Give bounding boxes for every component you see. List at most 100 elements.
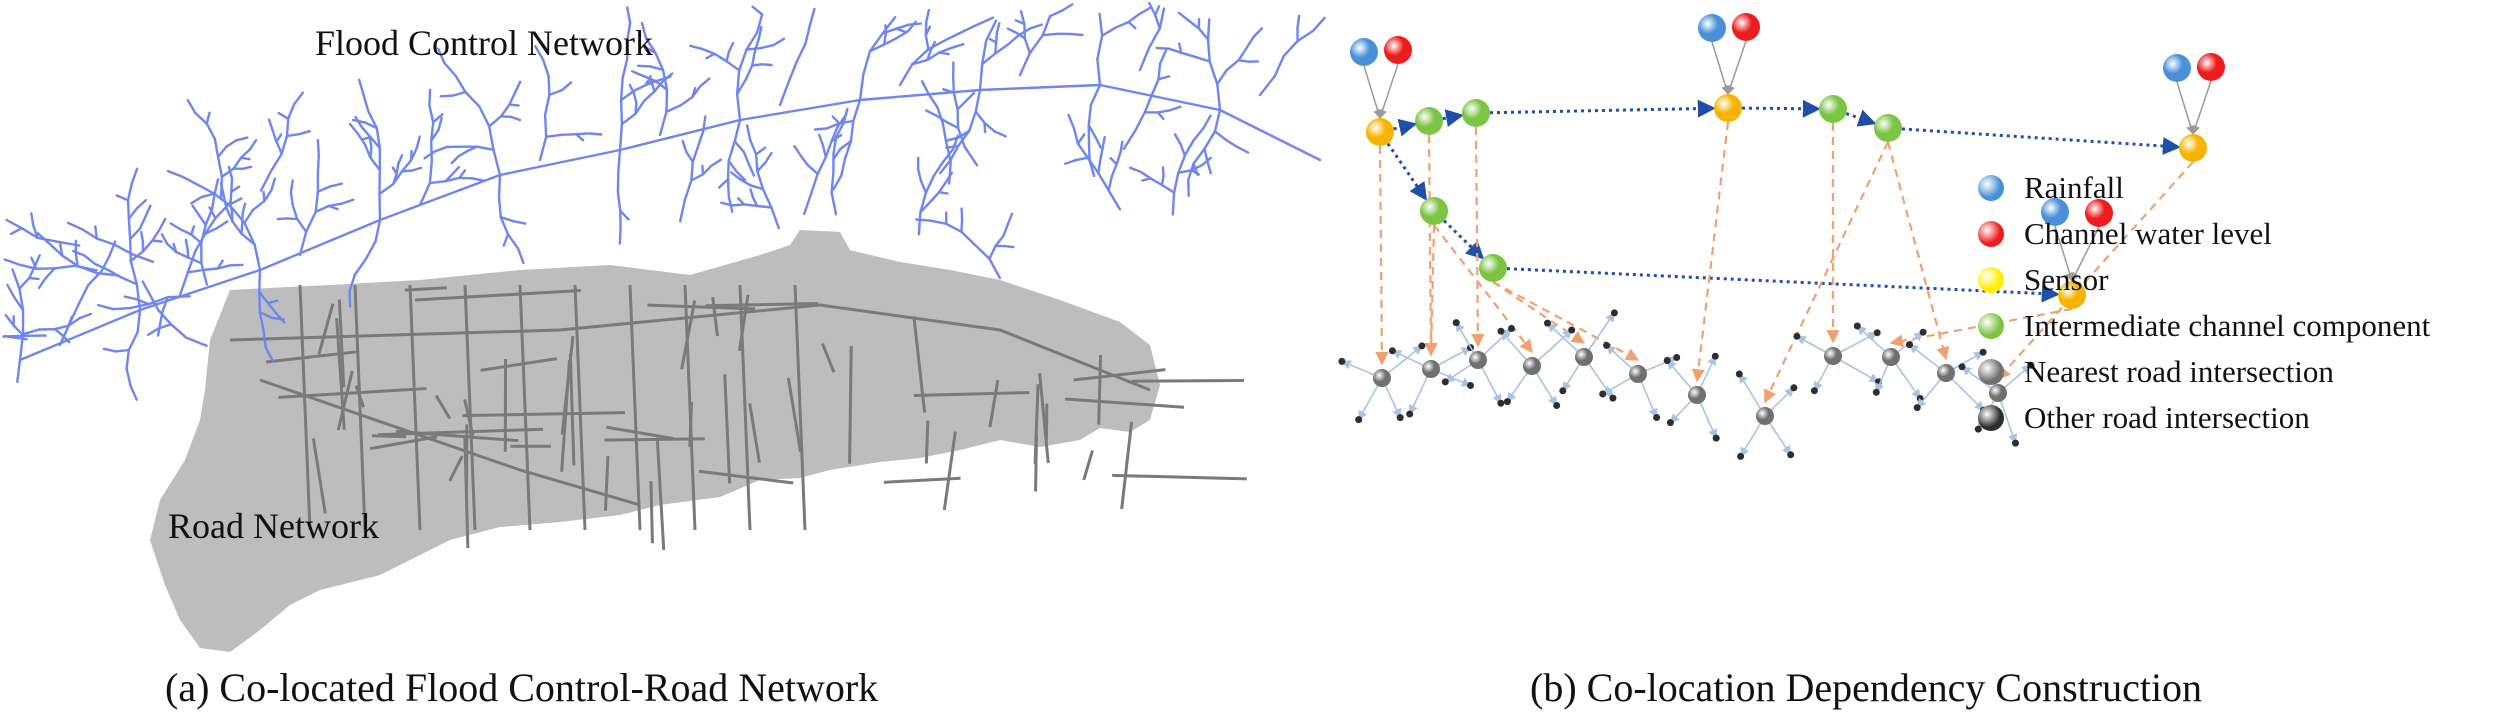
river-segment	[44, 267, 56, 280]
river-segment	[1218, 108, 1322, 162]
river-segment	[222, 194, 228, 210]
river-segment	[654, 79, 669, 92]
legend-label: Sensor	[2024, 262, 2109, 297]
river-segment	[1109, 156, 1118, 166]
road-segment	[448, 455, 464, 482]
river-segment	[428, 104, 435, 124]
river-segment	[444, 172, 454, 183]
river-segment	[634, 99, 646, 116]
river-segment	[225, 139, 238, 149]
other-intersection-node	[1853, 322, 1861, 330]
river-segment	[960, 218, 964, 234]
river-segment	[868, 32, 884, 53]
river-segment	[756, 161, 767, 173]
river-segment	[125, 367, 132, 387]
river-segment	[1213, 130, 1228, 142]
river-segment	[368, 137, 373, 149]
river-segment	[1156, 111, 1165, 121]
river-segment	[808, 7, 816, 27]
river-segment	[862, 50, 872, 76]
river-segment	[374, 218, 382, 243]
river-segment	[241, 202, 247, 214]
river-segment	[1006, 27, 1018, 34]
river-segment	[852, 98, 862, 123]
river-segment	[129, 384, 138, 401]
river-segment	[757, 25, 763, 41]
river-segment	[1138, 46, 1151, 72]
sensor-node	[1366, 118, 1394, 146]
river-segment	[258, 311, 265, 332]
river-segment	[1086, 156, 1100, 175]
river-segment	[1311, 16, 1326, 32]
river-segment	[749, 184, 765, 191]
river-segment	[169, 323, 188, 339]
river-segment	[806, 163, 819, 176]
river-segment	[186, 268, 205, 274]
river-segment	[753, 37, 760, 53]
legend-item-other-intersection: Other road intersection	[1978, 395, 2430, 441]
other-intersection-node	[1958, 363, 1966, 371]
river-segment	[285, 217, 299, 221]
dependency-edge	[1471, 126, 1485, 348]
river-segment	[179, 227, 193, 236]
river-segment	[6, 283, 16, 299]
rainfall-node	[1350, 38, 1378, 66]
river-segment	[938, 51, 950, 56]
road-segment	[311, 438, 327, 514]
river-segment	[285, 132, 301, 138]
river-segment	[738, 48, 748, 72]
river-segment	[1225, 138, 1239, 149]
river-segment	[730, 203, 746, 207]
river-segment	[1041, 32, 1059, 37]
river-segment	[428, 159, 433, 185]
river-segment	[621, 57, 629, 80]
river-segment	[725, 60, 741, 72]
river-segment	[832, 135, 838, 156]
river-segment	[263, 188, 273, 203]
river-segment	[348, 289, 352, 308]
river-segment	[3, 335, 28, 341]
river-segment	[679, 198, 687, 223]
river-segment	[508, 103, 520, 107]
other-intersection-node	[1979, 348, 1987, 356]
river-segment	[1192, 147, 1206, 166]
river-segment	[458, 169, 467, 180]
river-segment	[832, 147, 842, 161]
river-segment	[492, 148, 502, 177]
river-segment	[465, 145, 479, 153]
river-segment	[266, 299, 279, 305]
river-segment	[1197, 27, 1210, 41]
river-segment	[220, 167, 235, 179]
river-segment	[654, 51, 665, 72]
road-segment	[337, 299, 346, 388]
water-level-node	[2197, 53, 2225, 81]
other-intersection-node	[1872, 388, 1880, 396]
river-segment	[316, 138, 320, 158]
nearest-intersection-node	[1373, 369, 1391, 387]
river-segment	[369, 156, 381, 172]
road-segment	[942, 431, 957, 511]
river-segment	[1099, 146, 1104, 162]
river-segment	[835, 121, 845, 139]
river-segment	[127, 330, 139, 352]
river-segment	[1186, 178, 1190, 198]
river-segment	[727, 159, 738, 173]
river-segment	[1028, 34, 1045, 55]
river-segment	[205, 111, 211, 125]
river-segment	[157, 309, 173, 326]
road-segment	[229, 303, 1151, 392]
river-segment	[588, 132, 603, 136]
river-segment	[948, 144, 960, 163]
river-segment	[270, 177, 277, 192]
other-intersection-node	[1712, 434, 1720, 442]
sensor-input-edge	[1378, 63, 1399, 119]
road-segment	[748, 403, 761, 463]
other-intersection-node	[1919, 328, 1927, 336]
river-segment	[1127, 20, 1137, 30]
river-segment	[988, 257, 1002, 280]
river-segment	[36, 232, 51, 246]
dependency-edge	[1764, 141, 1889, 404]
road-segment	[786, 377, 803, 453]
river-segment	[1206, 18, 1211, 41]
river-segment	[213, 178, 220, 195]
